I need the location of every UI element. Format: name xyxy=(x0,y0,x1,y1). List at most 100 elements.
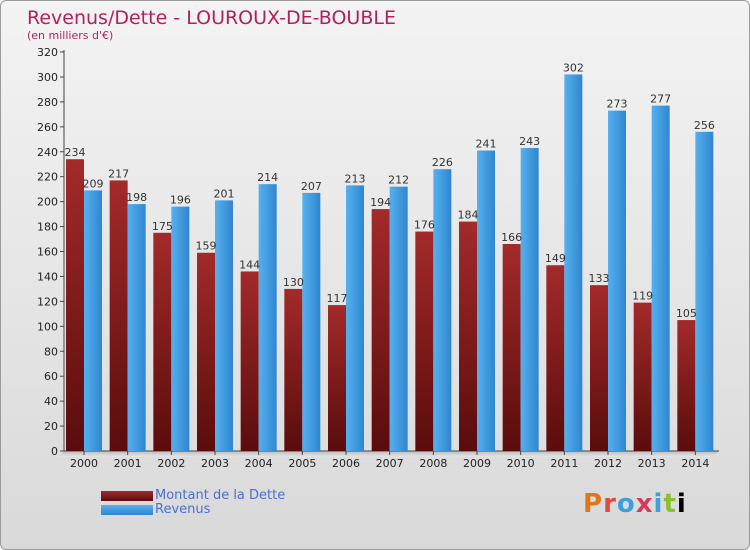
y-tick-label: 80 xyxy=(44,345,58,358)
y-tick-label: 120 xyxy=(37,295,58,308)
bar-debt xyxy=(677,320,696,451)
data-label-debt: 234 xyxy=(65,146,86,159)
data-label-debt: 166 xyxy=(501,231,522,244)
bar-debt xyxy=(328,305,346,451)
y-tick-label: 220 xyxy=(37,171,58,184)
bar-revenus xyxy=(651,105,670,451)
data-label-revenus: 201 xyxy=(214,187,235,200)
x-tick-label: 2004 xyxy=(245,457,273,470)
data-label-debt: 175 xyxy=(152,220,173,233)
x-tick-label: 2006 xyxy=(332,457,360,470)
y-tick-label: 200 xyxy=(37,196,58,209)
y-tick-label: 260 xyxy=(37,121,58,134)
data-label-debt: 194 xyxy=(370,196,391,209)
data-label-revenus: 213 xyxy=(345,172,366,185)
bar-debt xyxy=(66,159,84,451)
x-tick-label: 2010 xyxy=(507,457,535,470)
bar-debt xyxy=(371,209,390,451)
data-label-revenus: 273 xyxy=(607,98,628,111)
y-tick-label: 240 xyxy=(37,146,58,159)
data-label-revenus: 243 xyxy=(519,135,540,148)
chart-title: Revenus/Dette - LOUROUX-DE-BOUBLE xyxy=(27,7,396,29)
bar-debt xyxy=(415,231,434,451)
bar-revenus xyxy=(258,184,277,451)
chart-floor xyxy=(58,451,719,457)
bar-debt xyxy=(240,271,259,451)
x-tick-label: 2012 xyxy=(594,457,622,470)
bar-debt xyxy=(546,265,565,451)
x-tick-label: 2003 xyxy=(201,457,229,470)
bar-debt xyxy=(109,180,128,451)
bar-revenus xyxy=(695,131,714,452)
y-tick-label: 60 xyxy=(44,370,58,383)
legend-swatch-revenus xyxy=(101,504,153,515)
data-label-debt: 117 xyxy=(327,292,348,305)
legend-item-revenus: Revenus xyxy=(101,502,210,517)
chart-subtitle: (en milliers d'€) xyxy=(27,29,114,42)
bar-debt xyxy=(502,244,521,451)
bar-revenus xyxy=(608,110,626,452)
x-tick-label: 2001 xyxy=(114,457,142,470)
bar-debt xyxy=(633,302,652,451)
x-tick-label: 2008 xyxy=(419,457,447,470)
x-tick-label: 2011 xyxy=(550,457,578,470)
bar-revenus xyxy=(171,206,190,451)
y-tick-label: 100 xyxy=(37,320,58,333)
bar-revenus xyxy=(564,74,583,451)
legend-swatch-debt xyxy=(101,490,153,501)
bar-revenus xyxy=(215,200,233,451)
bar-revenus xyxy=(389,186,408,451)
x-tick-label: 2014 xyxy=(681,457,709,470)
bar-revenus xyxy=(346,185,364,451)
bar-revenus xyxy=(477,150,495,452)
legend-item-debt: Montant de la Dette xyxy=(101,488,285,503)
bar-revenus xyxy=(520,148,539,451)
legend-label-debt: Montant de la Dette xyxy=(155,488,286,503)
data-label-revenus: 302 xyxy=(563,61,584,74)
bar-revenus xyxy=(433,169,452,452)
bar-debt xyxy=(459,221,477,451)
bar-debt xyxy=(590,285,608,451)
y-tick-label: 180 xyxy=(37,221,58,234)
data-label-revenus: 207 xyxy=(301,180,322,193)
x-tick-label: 2009 xyxy=(463,457,491,470)
y-tick-label: 20 xyxy=(44,420,58,433)
data-label-revenus: 226 xyxy=(432,156,453,169)
y-tick-label: 320 xyxy=(37,46,58,59)
y-tick-label: 160 xyxy=(37,246,58,259)
x-tick-label: 2007 xyxy=(376,457,404,470)
data-label-revenus: 198 xyxy=(126,191,147,204)
x-tick-label: 2002 xyxy=(157,457,185,470)
data-label-debt: 119 xyxy=(632,290,653,303)
data-label-debt: 176 xyxy=(414,219,435,232)
proxiti-logo: Proxiti xyxy=(583,489,687,519)
data-label-debt: 217 xyxy=(108,167,129,180)
data-label-debt: 144 xyxy=(239,258,260,271)
data-label-debt: 184 xyxy=(458,209,479,222)
data-label-revenus: 214 xyxy=(257,171,278,184)
bar-debt xyxy=(197,252,215,451)
data-label-revenus: 212 xyxy=(388,174,409,187)
x-tick-label: 2000 xyxy=(70,457,98,470)
bar-revenus xyxy=(127,204,146,451)
bar-revenus xyxy=(84,190,102,451)
data-label-revenus: 209 xyxy=(83,177,104,190)
data-label-debt: 105 xyxy=(676,307,697,320)
y-tick-label: 280 xyxy=(37,96,58,109)
y-tick-label: 140 xyxy=(37,270,58,283)
data-label-revenus: 241 xyxy=(476,138,497,151)
data-label-revenus: 277 xyxy=(650,93,671,106)
bar-debt xyxy=(153,232,172,451)
data-label-revenus: 196 xyxy=(170,194,191,207)
bar-debt xyxy=(284,288,303,451)
data-label-debt: 159 xyxy=(196,240,217,253)
y-tick-label: 0 xyxy=(51,445,58,458)
data-label-debt: 130 xyxy=(283,276,304,289)
y-tick-label: 40 xyxy=(44,395,58,408)
data-label-debt: 133 xyxy=(589,272,610,285)
bar-revenus xyxy=(302,192,321,451)
legend-label-revenus: Revenus xyxy=(155,502,211,517)
y-tick-label: 300 xyxy=(37,71,58,84)
